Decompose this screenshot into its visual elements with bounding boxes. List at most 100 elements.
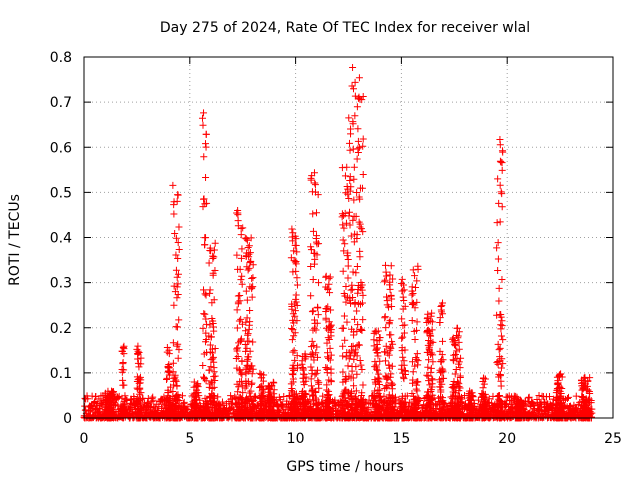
data-point	[248, 283, 256, 291]
data-point	[411, 304, 419, 312]
data-point	[234, 222, 242, 230]
data-point	[210, 393, 218, 401]
data-point	[120, 398, 128, 406]
data-point	[239, 224, 247, 232]
data-point	[313, 232, 321, 240]
data-point	[248, 274, 256, 282]
data-point	[413, 409, 421, 417]
data-point	[308, 308, 316, 316]
data-point	[383, 293, 391, 301]
data-point	[455, 345, 463, 353]
data-point	[353, 327, 361, 335]
data-point	[414, 357, 422, 365]
data-point	[174, 280, 182, 288]
data-point	[365, 404, 373, 412]
data-point	[359, 135, 367, 143]
data-point	[546, 393, 554, 401]
data-point	[358, 281, 366, 289]
data-point	[237, 335, 245, 343]
data-point	[306, 396, 314, 404]
data-point	[290, 347, 298, 355]
data-point	[206, 286, 214, 294]
data-point	[373, 366, 381, 374]
data-point	[291, 258, 299, 266]
data-point	[293, 317, 301, 325]
data-point	[238, 272, 246, 280]
data-point	[288, 370, 296, 378]
data-point	[234, 344, 242, 352]
data-point	[247, 380, 255, 388]
data-point	[455, 383, 463, 391]
data-point	[424, 363, 432, 371]
data-point	[429, 351, 437, 359]
data-point	[134, 350, 142, 358]
data-point	[256, 369, 264, 377]
data-point	[238, 280, 246, 288]
data-point	[199, 324, 207, 332]
data-point	[429, 358, 437, 366]
data-point	[302, 410, 310, 418]
data-point	[341, 209, 349, 217]
data-point	[247, 234, 255, 242]
data-point	[314, 377, 322, 385]
data-point	[389, 275, 397, 283]
data-point	[243, 314, 251, 322]
data-point	[174, 191, 182, 199]
data-point	[498, 355, 506, 363]
data-point	[413, 326, 421, 334]
data-point	[346, 139, 354, 147]
data-point	[312, 349, 320, 357]
y-tick-label: 0.2	[50, 321, 72, 337]
data-point	[233, 345, 241, 353]
data-point	[202, 398, 210, 406]
data-point	[383, 272, 391, 280]
data-point	[238, 413, 246, 421]
data-point	[374, 352, 382, 360]
data-point	[494, 360, 502, 368]
data-point	[121, 392, 129, 400]
data-point	[350, 196, 358, 204]
data-point	[206, 289, 214, 297]
data-point	[136, 402, 144, 410]
data-point	[174, 270, 182, 278]
data-point	[325, 335, 333, 343]
data-point	[408, 291, 416, 299]
data-point	[456, 364, 464, 372]
data-point	[385, 391, 393, 399]
data-point	[358, 326, 366, 334]
data-point	[174, 239, 182, 247]
data-point	[172, 376, 180, 384]
data-point	[234, 292, 242, 300]
data-point	[498, 407, 506, 415]
data-point	[211, 402, 219, 410]
chart-title: Day 275 of 2024, Rate Of TEC Index for r…	[160, 20, 530, 36]
data-point	[496, 181, 504, 189]
data-point	[427, 364, 435, 372]
data-point	[292, 235, 300, 243]
data-point	[211, 377, 219, 385]
data-point	[397, 279, 405, 287]
data-point	[387, 331, 395, 339]
data-point	[327, 351, 335, 359]
data-point	[350, 328, 358, 336]
y-tick-label: 0	[63, 411, 72, 427]
data-point	[237, 336, 245, 344]
data-point	[84, 395, 92, 403]
data-point	[496, 218, 504, 226]
data-point	[355, 74, 363, 82]
data-point	[234, 209, 242, 217]
data-point	[289, 348, 297, 356]
data-point	[234, 388, 242, 396]
data-point	[169, 388, 177, 396]
data-point	[270, 410, 278, 418]
data-point	[248, 293, 256, 301]
data-point	[350, 163, 358, 171]
data-point	[428, 383, 436, 391]
data-point	[290, 366, 298, 374]
data-point	[276, 396, 284, 404]
data-point	[388, 303, 396, 311]
data-point	[238, 245, 246, 253]
data-point	[457, 354, 465, 362]
data-point	[173, 323, 181, 331]
